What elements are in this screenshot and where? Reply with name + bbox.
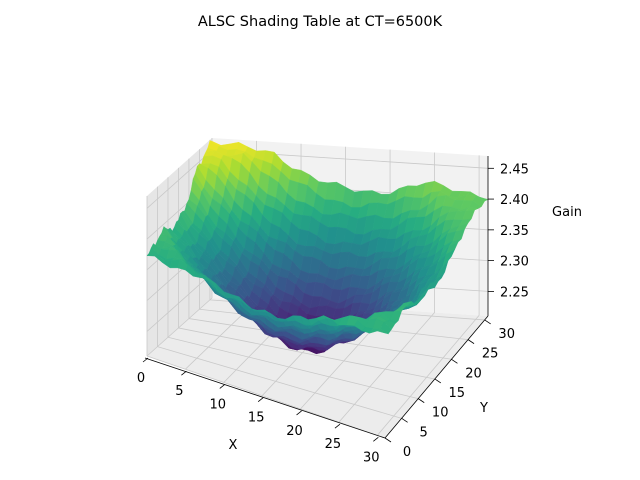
z-tick-label: 2.40 xyxy=(500,193,529,208)
x-tick xyxy=(373,437,379,442)
pane-floor xyxy=(147,298,488,438)
z-tick-label: 2.30 xyxy=(500,255,529,270)
y-axis-line xyxy=(384,315,489,439)
y-tick-label: 25 xyxy=(482,347,499,362)
gridline-y xyxy=(178,327,435,380)
z-tick-label: 2.35 xyxy=(500,224,529,239)
y-tick xyxy=(451,358,458,364)
gridline-x xyxy=(338,312,435,423)
gridline-y xyxy=(146,355,386,439)
x-axis-label: X xyxy=(229,438,238,453)
y-tick xyxy=(384,437,392,443)
gridline-x xyxy=(377,315,480,436)
z-axis-label: Gain xyxy=(552,205,582,220)
y-tick xyxy=(418,398,425,403)
x-tick xyxy=(334,423,341,429)
x-tick-label: 20 xyxy=(286,424,303,439)
x-axis-line xyxy=(144,357,386,439)
x-tick-label: 30 xyxy=(363,450,380,465)
x-tick-label: 5 xyxy=(175,384,183,399)
y-tick-label: 10 xyxy=(432,406,449,421)
surface-plot xyxy=(146,140,489,355)
x-tick xyxy=(181,370,187,376)
x-tick xyxy=(257,397,264,402)
x-tick xyxy=(296,410,302,416)
y-tick-label: 15 xyxy=(449,386,466,401)
y-axis-label: Y xyxy=(479,401,488,416)
y-tick xyxy=(434,378,442,384)
gridline-y xyxy=(157,346,402,419)
y-tick-label: 5 xyxy=(419,425,427,440)
z-tick-label: 2.45 xyxy=(500,162,529,177)
x-tick-label: 25 xyxy=(325,437,342,452)
x-tick-label: 0 xyxy=(137,371,145,386)
y-tick xyxy=(467,339,475,344)
chart-title: ALSC Shading Table at CT=6500K xyxy=(198,14,443,30)
y-tick xyxy=(401,417,408,423)
surface-patch xyxy=(376,328,389,335)
x-tick-label: 15 xyxy=(248,411,265,426)
x-tick-label: 10 xyxy=(210,398,227,413)
y-tick-label: 0 xyxy=(403,445,411,460)
y-tick xyxy=(484,319,491,325)
y-tick-label: 30 xyxy=(498,327,515,342)
gridline-y xyxy=(167,336,419,400)
z-tick-label: 2.25 xyxy=(500,285,529,300)
x-tick xyxy=(142,357,149,363)
y-tick-label: 20 xyxy=(465,366,482,381)
x-tick xyxy=(219,384,226,389)
